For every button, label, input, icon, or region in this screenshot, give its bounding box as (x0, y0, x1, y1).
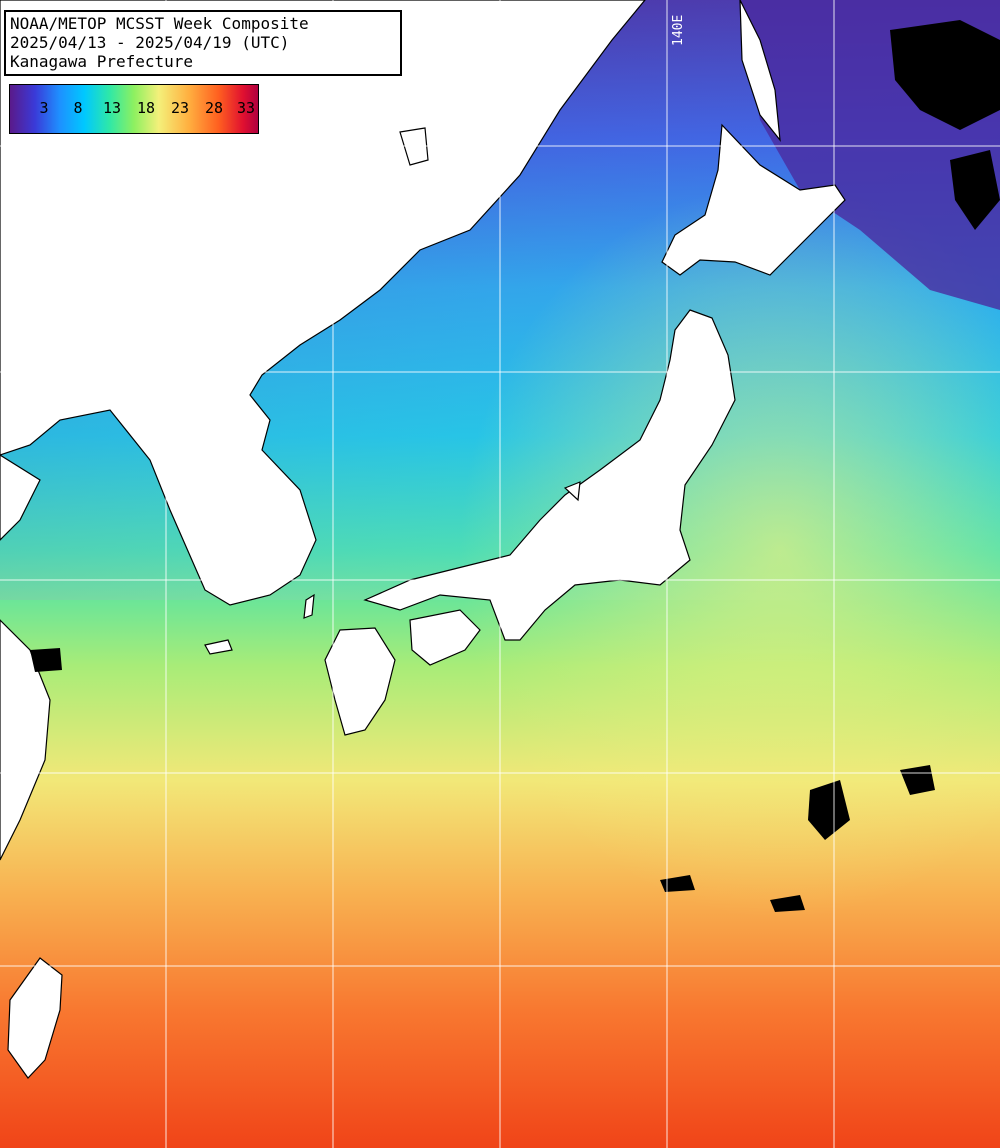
latitude-label: 0N (22, 352, 38, 367)
legend-label: 33 (236, 99, 256, 117)
mainland-north (0, 0, 646, 606)
legend-label: 8 (73, 99, 83, 117)
taiwan (7, 957, 63, 1079)
legend-label: 18 (136, 99, 156, 117)
land (0, 0, 846, 1079)
legend-label: 13 (102, 99, 122, 117)
honshu (363, 309, 736, 641)
title-line-3: Kanagawa Prefecture (10, 52, 194, 71)
sado-island (563, 481, 581, 502)
shikoku (409, 609, 481, 666)
longitude-label: 140E (671, 14, 686, 46)
title-box: NOAA/METOP MCSST Week Composite 2025/04/… (4, 10, 402, 76)
kyushu (324, 627, 396, 736)
legend-label: 23 (170, 99, 190, 117)
tsushima (303, 593, 315, 619)
title-line-2: 2025/04/13 - 2025/04/19 (UTC) (10, 33, 290, 52)
jeju (204, 639, 233, 655)
title-line-1: NOAA/METOP MCSST Week Composite (10, 14, 309, 33)
color-scale-legend: 3 8 13 18 23 28 33 (9, 84, 259, 134)
legend-label: 3 (39, 99, 49, 117)
mainland-china (0, 454, 41, 541)
hokkaido (661, 123, 846, 276)
legend-label: 28 (204, 99, 224, 117)
sakhalin (739, 0, 781, 142)
